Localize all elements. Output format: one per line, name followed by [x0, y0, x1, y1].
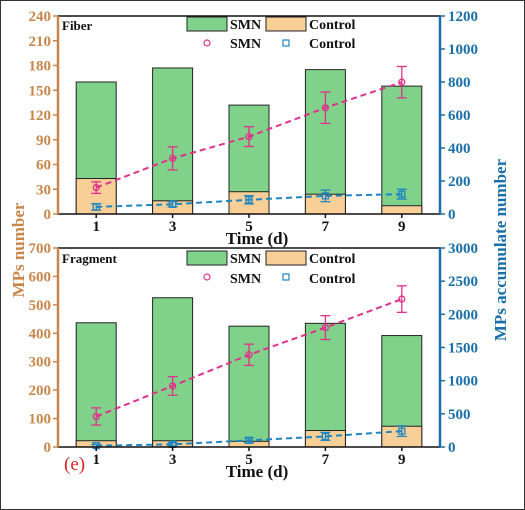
fiber-legend-smn-marker: [203, 39, 211, 47]
fiber-left-tick-label-0: 0: [44, 207, 52, 223]
fiber-x-tick-label-9: 9: [398, 219, 406, 235]
fragment-legend-smn-line: SMN: [230, 272, 261, 287]
fragment-legend-smn-marker: [203, 273, 211, 281]
fragment-legend-control-marker: [282, 273, 290, 281]
fiber-point-smn-7: [321, 104, 330, 112]
fragment-right-tick-label-500: 500: [448, 407, 471, 423]
fragment-bar-smn-3: [152, 297, 194, 448]
fiber-legend-smn-line: SMN: [230, 37, 261, 52]
fragment-point-control-5: [245, 436, 253, 445]
fragment-legend-smn-bar: SMN: [230, 252, 261, 267]
fiber-left-tick-label-30: 30: [36, 182, 51, 198]
fiber-point-control-5: [245, 196, 253, 204]
fiber-bar-smn-3: [152, 67, 194, 215]
fragment-point-smn-5: [245, 351, 253, 359]
fragment-right-tick-label-3000: 3000: [448, 241, 478, 257]
fragment-title: Fragment: [62, 251, 118, 266]
fiber-point-smn-5: [245, 132, 253, 141]
fiber-left-tick-label-240: 240: [29, 9, 52, 25]
fragment-x-tick-label-7: 7: [322, 452, 330, 468]
fragment-point-control-7: [321, 432, 330, 441]
fragment-legend-control-bar: Control: [309, 252, 356, 267]
fragment-x-tick-label-1: 1: [92, 452, 100, 468]
fragment-right-tick-label-2000: 2000: [448, 307, 478, 323]
fiber-left-tick-label-60: 60: [36, 158, 51, 174]
fragment-point-smn-3: [168, 382, 177, 390]
fiber-x-tick-label-5: 5: [245, 219, 253, 235]
fragment-left-tick-label-300: 300: [29, 355, 52, 371]
fiber-point-control-3: [168, 200, 177, 208]
fiber-legend-smn-bar: SMN: [230, 18, 261, 33]
fiber-left-tick-label-90: 90: [36, 133, 51, 149]
y-right-axis-label: MPs accumulate number: [491, 158, 510, 341]
fiber-bar-control-9: [381, 205, 423, 215]
fragment-axes: 0 100 200 300 400 500 600 700 0 500 1000 1500 2000 25…: [29, 241, 479, 468]
fiber-point-smn-9: [398, 78, 406, 86]
fiber-x-tick-label-3: 3: [169, 219, 177, 235]
fiber-left-tick-label-210: 210: [29, 34, 52, 50]
fragment-point-control-9: [398, 427, 406, 435]
fiber-right-tick-label-600: 600: [448, 108, 471, 124]
fragment-point-smn-9: [398, 295, 406, 303]
fiber-right-tick-label-800: 800: [448, 75, 471, 91]
fragment-bar-smn-7: [304, 322, 346, 448]
fragment-left-tick-label-100: 100: [29, 412, 52, 428]
fiber-legend-control-swatch: [265, 16, 307, 32]
fragment-left-tick-label-400: 400: [29, 326, 52, 342]
fragment-left-tick-label-0: 0: [44, 440, 52, 456]
fragment-legend: SMN Control SMN Control: [186, 250, 356, 287]
fragment-left-tick-label-200: 200: [29, 383, 52, 399]
fiber-point-smn-3: [168, 154, 177, 163]
fragment-right-tick-label-0: 0: [448, 440, 456, 456]
fragment-legend-control-swatch: [265, 250, 307, 266]
fragment-left-tick-label-700: 700: [29, 241, 52, 257]
fiber-point-control-1: [92, 203, 100, 211]
fragment-legend-smn-swatch: [186, 250, 228, 266]
fiber-right-tick-label-200: 200: [448, 174, 471, 190]
fiber-right-tick-label-0: 0: [448, 207, 456, 223]
fiber-legend-control-bar: Control: [309, 18, 356, 33]
y-left-axis-label: MPs number: [9, 202, 28, 297]
fiber-title: Fiber: [62, 18, 93, 33]
panel-label: (e): [64, 454, 85, 475]
fragment-point-smn-7: [321, 323, 330, 332]
fiber-right-tick-label-1200: 1200: [448, 9, 478, 25]
fragment-bar-smn-1: [75, 322, 117, 448]
fragment-left-tick-label-600: 600: [29, 269, 52, 285]
fiber-axes: 0 30 60 90 120 150 180 210 240 0 200 400 600 800 1000 1…: [29, 9, 479, 235]
fiber-legend: SMN Control SMN Control: [186, 16, 356, 52]
fiber-legend-smn-swatch: [186, 16, 228, 32]
fiber-left-tick-label-150: 150: [29, 83, 52, 99]
fiber-left-tick-label-180: 180: [29, 59, 52, 75]
fragment-legend-control-line: Control: [309, 272, 356, 287]
fiber-right-tick-label-1000: 1000: [448, 42, 478, 58]
fiber-lines: [91, 65, 407, 211]
fiber-x-axis-label: Time (d): [226, 229, 289, 248]
fragment-right-tick-label-1000: 1000: [448, 374, 478, 390]
fragment-point-smn-1: [92, 412, 100, 421]
fiber-point-control-7: [321, 192, 330, 200]
fiber-x-tick-label-1: 1: [92, 219, 100, 235]
panel-fragment: 0 100 200 300 400 500 600 700 0 500 1000 1500 2000 25…: [29, 241, 479, 481]
fiber-x-tick-label-7: 7: [322, 219, 330, 235]
fragment-x-tick-label-5: 5: [245, 452, 253, 468]
fiber-left-tick-label-120: 120: [29, 108, 52, 124]
fragment-x-axis-label: Time (d): [226, 462, 289, 481]
fiber-right-tick-label-400: 400: [448, 141, 471, 157]
fragment-x-tick-label-9: 9: [398, 452, 406, 468]
fiber-legend-control-line: Control: [309, 37, 356, 52]
fragment-right-tick-label-1500: 1500: [448, 341, 478, 357]
fiber-point-smn-1: [92, 183, 100, 192]
fiber-legend-control-marker: [282, 39, 290, 47]
fiber-point-control-9: [398, 190, 406, 198]
fiber-bars: [75, 67, 423, 215]
panel-fiber: 0 30 60 90 120 150 180 210 240 0 200 400 600 800 1000 1…: [29, 9, 479, 248]
fragment-right-tick-label-2500: 2500: [448, 274, 478, 290]
fragment-left-tick-label-500: 500: [29, 298, 52, 314]
fragment-x-tick-label-3: 3: [169, 452, 177, 468]
